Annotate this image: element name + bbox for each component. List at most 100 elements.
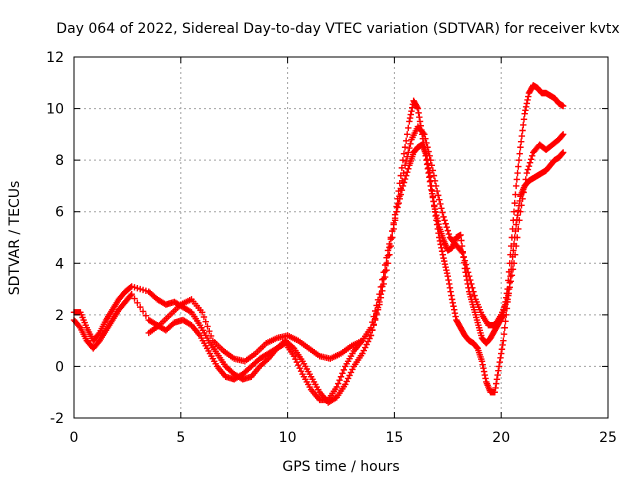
- data-point-marker: [423, 151, 430, 159]
- data-point-marker: [128, 291, 135, 298]
- data-point-marker: [441, 260, 449, 268]
- data-point-marker: [502, 318, 509, 325]
- data-point-marker: [362, 344, 369, 351]
- data-point-marker: [407, 111, 414, 118]
- data-point-marker: [344, 375, 352, 382]
- data-point-marker: [495, 367, 502, 374]
- data-point-marker: [520, 116, 528, 123]
- data-point-marker: [431, 208, 439, 215]
- data-point-marker: [451, 309, 459, 317]
- x-tick-label: 0: [70, 430, 79, 446]
- data-point-marker: [406, 118, 413, 125]
- data-point-marker: [458, 237, 465, 244]
- data-point-marker: [370, 321, 377, 329]
- data-point-marker: [450, 303, 457, 310]
- data-point-marker: [139, 286, 147, 294]
- data-point-marker: [527, 156, 535, 163]
- data-point-marker: [406, 114, 414, 122]
- data-point-marker: [440, 254, 447, 262]
- data-point-marker: [437, 241, 444, 248]
- data-point-marker: [334, 380, 342, 387]
- data-point-marker: [376, 301, 383, 308]
- data-point-marker: [505, 290, 512, 297]
- data-point-marker: [468, 280, 475, 288]
- data-point-marker: [512, 182, 520, 190]
- data-point-marker: [430, 198, 437, 205]
- data-point-marker: [440, 213, 447, 221]
- data-point-marker: [200, 313, 208, 321]
- y-tick-label: 12: [46, 50, 64, 66]
- data-point-marker: [457, 231, 464, 239]
- data-point-marker: [448, 292, 455, 299]
- data-point-marker: [525, 162, 533, 170]
- data-point-marker: [360, 347, 367, 354]
- data-point-marker: [501, 324, 508, 331]
- data-point-marker: [377, 283, 385, 291]
- data-point-marker: [497, 354, 504, 362]
- data-point-marker: [521, 110, 528, 117]
- data-point-marker: [398, 164, 406, 172]
- data-point-marker: [514, 169, 521, 177]
- data-point-marker: [559, 149, 567, 156]
- data-point-marker: [443, 223, 450, 231]
- data-point-marker: [399, 156, 407, 164]
- data-point-marker: [435, 230, 442, 237]
- data-point-marker: [500, 330, 508, 338]
- data-point-marker: [514, 211, 521, 219]
- series-2: [70, 141, 567, 404]
- data-point-marker: [507, 278, 515, 285]
- data-point-marker: [446, 284, 454, 291]
- data-point-marker: [399, 177, 406, 184]
- data-point-marker: [559, 131, 567, 138]
- data-point-marker: [425, 148, 432, 155]
- data-point-marker: [559, 150, 566, 157]
- data-point-marker: [390, 225, 397, 233]
- data-point-marker: [510, 208, 518, 215]
- data-point-marker: [444, 272, 451, 280]
- data-point-marker: [515, 156, 523, 164]
- data-point-marker: [414, 105, 422, 112]
- data-point-marker: [402, 137, 410, 145]
- data-point-marker: [397, 185, 405, 192]
- x-tick-label: 10: [279, 430, 297, 446]
- data-point-marker: [493, 376, 501, 383]
- x-tick-label: 15: [385, 430, 403, 446]
- data-point-marker: [458, 248, 465, 255]
- data-point-marker: [206, 327, 213, 335]
- data-point-marker: [431, 177, 439, 184]
- data-point-marker: [524, 96, 531, 104]
- data-point-marker: [432, 182, 440, 190]
- data-point-marker: [363, 341, 370, 348]
- data-point-marker: [337, 373, 345, 380]
- data-point-marker: [495, 363, 503, 370]
- data-point-marker: [445, 230, 453, 238]
- data-point-marker: [498, 346, 506, 353]
- data-point-marker: [423, 139, 430, 147]
- data-point-marker: [408, 107, 415, 115]
- data-point-marker: [480, 364, 487, 372]
- data-point-marker: [559, 132, 566, 139]
- data-point-marker: [524, 166, 532, 173]
- data-point-marker: [504, 296, 511, 303]
- data-point-marker: [438, 205, 445, 212]
- data-point-marker: [443, 269, 451, 277]
- data-point-marker: [347, 369, 355, 376]
- data-point-marker: [202, 318, 209, 325]
- data-point-marker: [436, 196, 443, 203]
- data-point-marker: [514, 234, 521, 241]
- data-point-marker: [333, 383, 340, 391]
- data-point-marker: [428, 162, 435, 169]
- data-point-marker: [432, 212, 439, 220]
- data-point-marker: [510, 247, 517, 254]
- data-point-marker: [461, 257, 469, 264]
- data-point-marker: [439, 251, 447, 258]
- x-axis-label: GPS time / hours: [282, 459, 399, 475]
- data-point-marker: [516, 150, 523, 157]
- data-point-marker: [512, 242, 520, 250]
- data-point-marker: [471, 292, 478, 299]
- data-point-marker: [441, 217, 448, 224]
- x-tick-label: 25: [599, 430, 617, 446]
- data-point-marker: [481, 371, 489, 379]
- data-point-marker: [511, 251, 519, 258]
